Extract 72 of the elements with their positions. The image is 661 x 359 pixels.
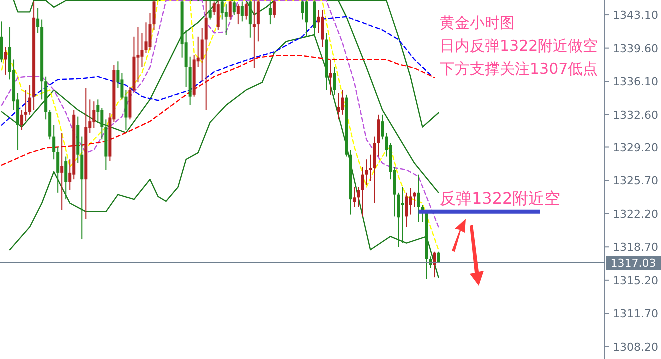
candlestick — [321, 10, 324, 48]
candlestick — [272, 0, 276, 18]
annotation: 日内反弹1322附近做空 — [440, 37, 598, 55]
y-tick-label: 1308.20 — [613, 341, 658, 354]
y-tick-label: 1325.70 — [613, 174, 658, 188]
candlestick — [369, 154, 372, 182]
candlestick — [148, 12, 152, 51]
candlestick — [56, 146, 60, 194]
candlestick — [100, 108, 104, 140]
candlestick — [337, 92, 340, 120]
candlestick — [152, 0, 156, 31]
candlestick — [405, 192, 408, 228]
y-tick-label: 1332.60 — [613, 108, 658, 122]
candlestick — [220, 0, 224, 20]
candlestick — [64, 156, 68, 200]
y-tick-label: 1315.20 — [613, 274, 658, 288]
candlestick — [204, 0, 208, 111]
candlestick — [341, 90, 344, 116]
candlestick — [144, 22, 148, 54]
annotation: 下方支撑关注1307低点 — [440, 60, 598, 78]
candlestick — [232, 0, 236, 16]
candlestick — [236, 4, 240, 26]
candlestick — [301, 0, 304, 20]
candlestick — [401, 186, 404, 244]
candlestick — [240, 1, 244, 22]
candlestick — [20, 110, 24, 131]
candlestick — [28, 84, 32, 116]
line-series — [1, 16, 432, 126]
line-series — [9, 34, 440, 278]
candlestick — [200, 28, 204, 82]
y-tick-label: 1343.10 — [613, 9, 658, 22]
candlestick — [417, 174, 420, 223]
candlestick — [24, 90, 28, 122]
candlestick — [365, 159, 368, 186]
candlestick — [409, 188, 412, 216]
candlestick — [361, 166, 364, 218]
candlestick — [377, 114, 380, 158]
candlestick — [140, 32, 144, 68]
candlestick — [216, 0, 220, 31]
candlestick — [305, 0, 308, 38]
y-tick-label: 1318.70 — [613, 241, 658, 254]
ref-line-label: 反弹1322附近空 — [440, 188, 561, 208]
candlestick — [228, 0, 232, 20]
candlestick — [244, 2, 248, 20]
y-tick-label: 1322.20 — [613, 208, 658, 221]
y-tick-label: 1329.20 — [613, 141, 658, 154]
ref-line-label: 1317.03 — [610, 257, 656, 270]
candlestick — [381, 114, 384, 140]
y-tick-label: 1336.10 — [613, 76, 658, 89]
candlestick — [353, 186, 356, 208]
candlestick — [256, 0, 260, 42]
candlestick — [52, 124, 56, 160]
line-series — [1, 55, 436, 166]
candlestick — [4, 46, 8, 76]
text: 黄金小时图 — [440, 14, 515, 32]
y-tick-label: 1339.60 — [613, 42, 658, 56]
candlestick — [329, 59, 332, 96]
candlestick — [208, 0, 212, 20]
candlestick — [248, 0, 252, 38]
candlestick — [397, 192, 400, 248]
candlestick — [92, 101, 96, 129]
candlestick — [252, 0, 256, 69]
candlestick — [357, 186, 360, 208]
candlestick — [413, 191, 416, 208]
candlestick — [36, 8, 40, 34]
candlestick — [60, 132, 64, 211]
candlestick — [0, 21, 4, 64]
candlestick — [333, 66, 336, 96]
candlestick — [224, 4, 228, 36]
y-tick-label: 1311.70 — [613, 308, 658, 321]
candlestick — [268, 1, 272, 26]
candlestick — [96, 99, 100, 124]
